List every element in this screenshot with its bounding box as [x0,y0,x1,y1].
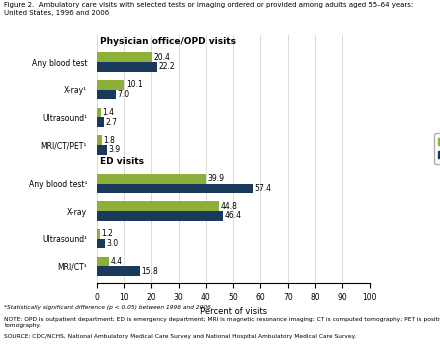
Text: 3.9: 3.9 [109,145,121,154]
Bar [97,229,100,239]
Text: 1.8: 1.8 [103,136,115,145]
Legend: 1996, 2006: 1996, 2006 [434,133,440,164]
Text: 7.0: 7.0 [117,90,129,99]
Bar [97,145,107,155]
Text: 10.1: 10.1 [126,80,143,89]
X-axis label: Percent of visits: Percent of visits [200,307,267,316]
Bar [97,62,158,72]
Text: 3.0: 3.0 [106,239,118,248]
Bar [97,211,224,221]
Bar [97,266,140,276]
Text: ED visits: ED visits [99,157,143,166]
Bar [97,257,109,266]
Bar [97,184,253,193]
Text: NOTE: OPD is outpatient department; ED is emergency department; MRI is magnetic : NOTE: OPD is outpatient department; ED i… [4,317,440,327]
Bar [97,108,101,117]
Text: 22.2: 22.2 [159,62,176,71]
Text: Physician office/OPD visits: Physician office/OPD visits [99,37,235,46]
Text: 2.7: 2.7 [106,118,117,127]
Bar [97,239,105,248]
Text: 57.4: 57.4 [255,184,272,193]
Text: 46.4: 46.4 [225,211,242,220]
Bar [97,80,125,90]
Text: 44.8: 44.8 [220,202,237,211]
Text: Figure 2.  Ambulatory care visits with selected tests or imaging ordered or prov: Figure 2. Ambulatory care visits with se… [4,2,414,8]
Text: 1.2: 1.2 [102,229,114,238]
Text: SOURCE: CDC/NCHS, National Ambulatory Medical Care Survey and National Hospital : SOURCE: CDC/NCHS, National Ambulatory Me… [4,334,356,339]
Bar [97,117,104,127]
Text: 39.9: 39.9 [207,174,224,183]
Text: 20.4: 20.4 [154,53,171,62]
Text: *Statistically significant difference (p < 0.05) between 1996 and 2006.: *Statistically significant difference (p… [4,305,213,310]
Bar [97,90,116,99]
Text: United States, 1996 and 2006: United States, 1996 and 2006 [4,10,110,16]
Bar [97,174,205,184]
Bar [97,201,219,211]
Text: 1.4: 1.4 [102,108,114,117]
Bar [97,52,152,62]
Text: 15.8: 15.8 [141,267,158,276]
Bar [97,135,102,145]
Text: 4.4: 4.4 [110,257,122,266]
